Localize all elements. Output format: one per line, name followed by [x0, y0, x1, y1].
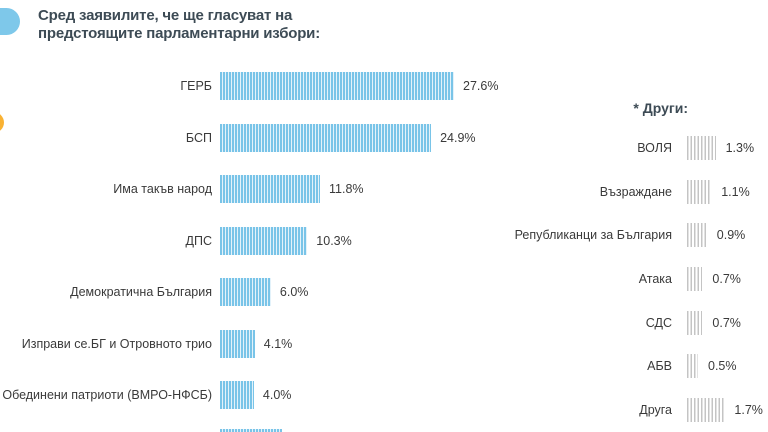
main-parties-bar-chart: ГЕРБ 27.6% БСП 24.9% Има такъв народ 11.8% ДПС…: [0, 72, 768, 432]
bar: [687, 223, 707, 248]
bar-category-label: АБВ: [647, 359, 672, 374]
bar-value-label: 10.3%: [316, 233, 352, 248]
bar-value-label: 24.9%: [440, 130, 476, 145]
bar-value-label: 1.3%: [725, 141, 755, 155]
chart-row: СДС 0.7%: [500, 310, 768, 335]
bar: [687, 136, 716, 160]
chart-row: ГЕРБ 27.6%: [0, 72, 768, 100]
bar-value-label: 0.7%: [712, 272, 741, 287]
bar-value-label: 4.0%: [262, 388, 292, 402]
bar: [687, 398, 725, 423]
bar-category-label: Изправи се.БГ и Отровното трио: [21, 336, 212, 351]
bar: [220, 226, 308, 255]
bar: [687, 310, 703, 335]
bar: [220, 278, 271, 306]
chart-title-line2: предстоящите парламентарни избори:: [38, 24, 321, 42]
bar-value-label: 1.7%: [734, 403, 763, 418]
bar: [687, 354, 698, 379]
chart-title-line1: Сред заявилите, че ще гласуват на: [38, 7, 293, 24]
chart-row: БСП 24.9%: [0, 123, 768, 152]
bar-category-label: ВОЛЯ: [637, 141, 672, 155]
chart-row: Има такъв народ 11.8%: [0, 175, 768, 203]
bar-value-label: 0.5%: [708, 359, 737, 374]
chart-row: ВОЛЯ 1.3%: [500, 136, 768, 160]
bar-category-label: Възраждане: [599, 184, 672, 199]
chart-row: Възраждане 1.1%: [500, 179, 768, 204]
bar-category-label: СДС: [645, 315, 672, 330]
chart-row: Обединени патриоти (ВМРО-НФСБ) 4.0%: [0, 381, 768, 409]
others-section-header: * Други:: [633, 100, 688, 116]
chart-row: Републиканци за България 0.9%: [500, 223, 768, 248]
bar: [220, 175, 320, 203]
other-parties-bar-chart: ВОЛЯ 1.3% Възраждане 1.1% Републиканци за Бъ…: [500, 136, 768, 432]
bar: [220, 381, 254, 409]
chart-row: Демократична България 6.0%: [0, 278, 768, 306]
bar-value-label: 0.7%: [712, 315, 741, 330]
bar-category-label: ГЕРБ: [180, 79, 212, 93]
bar-category-label: БСП: [185, 130, 212, 145]
chart-title: Сред заявилите, че ще гласуват на предст…: [38, 7, 320, 42]
bar: [687, 267, 703, 292]
chart-row: АБВ 0.5%: [500, 354, 768, 379]
bar-category-label: Демократична България: [70, 285, 212, 299]
bar-value-label: 27.6%: [463, 79, 499, 93]
bar-category-label: Друга: [639, 403, 672, 418]
bar-category-label: Обединени патриоти (ВМРО-НФСБ): [2, 388, 212, 402]
chart-row: ДПС 10.3%: [0, 226, 768, 255]
bar-value-label: 4.1%: [263, 336, 293, 351]
bar-value-label: 6.0%: [279, 285, 309, 299]
bar: [220, 123, 432, 152]
bar-value-label: 0.9%: [716, 228, 746, 243]
bar-value-label: 1.1%: [721, 184, 750, 199]
bar-category-label: Атака: [638, 272, 672, 287]
bar-value-label: 11.8%: [329, 182, 364, 196]
bar-category-label: ДПС: [185, 233, 212, 248]
bar: [220, 72, 454, 100]
blue-pill-decoration: [0, 8, 20, 35]
bar-category-label: Има такъв народ: [113, 182, 212, 196]
bar-category-label: Републиканци за България: [514, 228, 672, 243]
chart-row: Изправи се.БГ и Отровното трио 4.1%: [0, 329, 768, 358]
chart-row: Атака 0.7%: [500, 267, 768, 292]
bar: [220, 329, 255, 358]
bar: [687, 179, 712, 204]
cutoff-bottom-bar: [220, 429, 282, 432]
yellow-dot-decoration: [0, 112, 4, 133]
chart-row: Друга 1.7%: [500, 398, 768, 423]
